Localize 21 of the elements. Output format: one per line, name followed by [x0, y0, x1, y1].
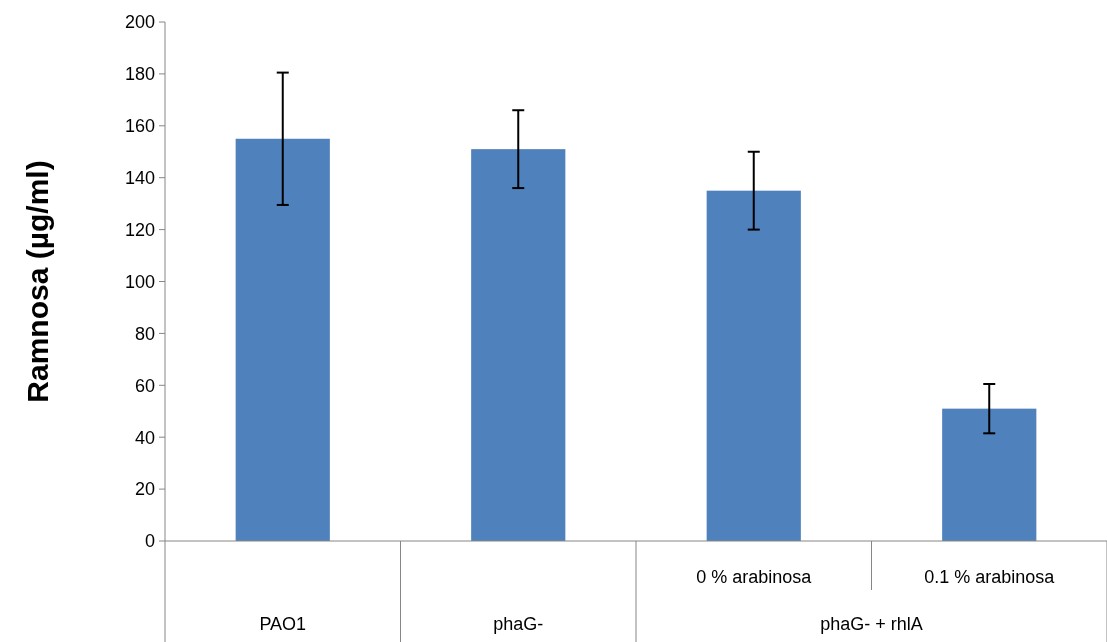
- y-tick-label: 40: [134, 427, 155, 448]
- x-tick-label: 0 % arabinosa: [696, 567, 813, 587]
- bar: [235, 138, 330, 541]
- bar: [471, 149, 566, 541]
- y-tick-label: 20: [134, 479, 155, 500]
- y-tick-label: 140: [124, 168, 155, 188]
- y-tick-label: 120: [124, 219, 155, 240]
- y-tick-label: 160: [124, 116, 155, 137]
- y-tick-label: 100: [124, 271, 155, 292]
- y-tick-label: 80: [134, 323, 155, 344]
- bar: [942, 408, 1037, 541]
- bar: [706, 190, 801, 541]
- x-tick-label: PAO1: [259, 614, 307, 634]
- x-tick-label: 0.1 % arabinosa: [924, 567, 1056, 587]
- y-tick-label: 0: [144, 531, 155, 552]
- y-tick-label: 180: [124, 64, 155, 85]
- x-tick-label: phaG-: [493, 614, 544, 634]
- y-axis-title: Ramnosa (µg/ml): [21, 160, 54, 403]
- y-tick-label: 200: [124, 12, 155, 33]
- y-tick-label: 60: [134, 375, 155, 396]
- text: phaG- + rhlA: [820, 614, 923, 634]
